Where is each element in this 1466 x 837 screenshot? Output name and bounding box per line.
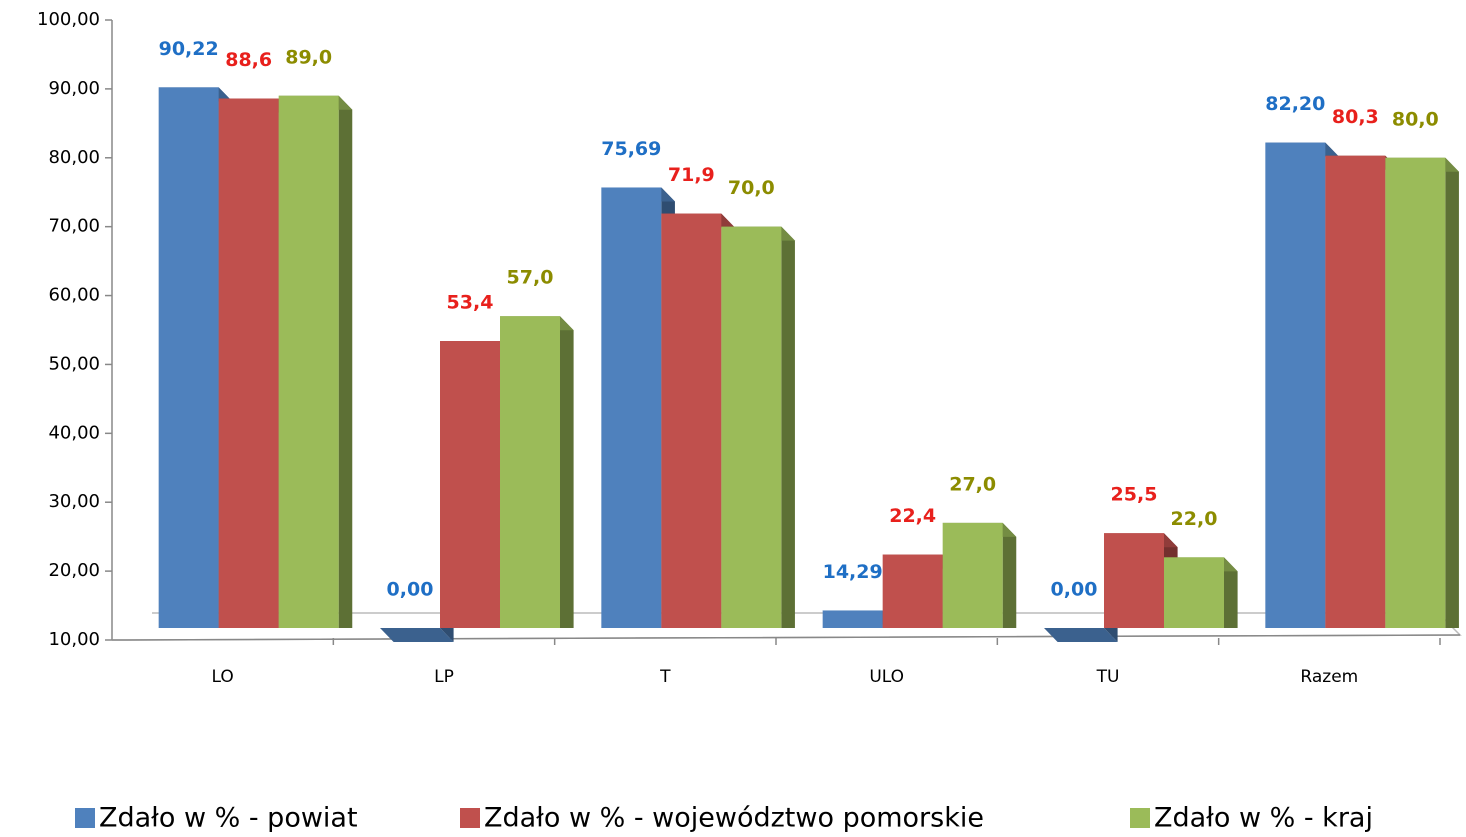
bar-side — [560, 316, 574, 628]
bar-front — [1325, 155, 1386, 628]
bar-front — [942, 522, 1003, 628]
bar — [721, 226, 795, 628]
bar-top — [380, 628, 454, 642]
value-label: 80,3 — [1332, 106, 1379, 128]
value-label: 14,29 — [823, 561, 883, 583]
value-label: 0,00 — [387, 579, 434, 601]
bar-front — [882, 554, 943, 628]
legend-swatch — [460, 808, 480, 828]
bar-side — [1224, 557, 1238, 628]
bar — [942, 522, 1017, 628]
x-axis — [111, 634, 1461, 641]
legend-label: Zdało w % - kraj — [1154, 803, 1373, 834]
y-tick-label: 10,00 — [48, 629, 100, 650]
bar-side — [440, 628, 454, 642]
bar-front — [661, 213, 722, 629]
bar-side — [781, 226, 795, 628]
legend-swatch — [75, 808, 95, 828]
bar-side — [338, 95, 353, 629]
x-tick-label: LO — [212, 667, 234, 687]
x-tick-label: Razem — [1300, 667, 1358, 687]
bar-side — [1104, 628, 1118, 642]
value-label: 88,6 — [225, 49, 272, 71]
bar-side — [1445, 157, 1459, 628]
y-tick-label: 50,00 — [48, 353, 100, 374]
bar-front — [822, 610, 883, 628]
x-tick-label: T — [659, 667, 671, 687]
value-label: 53,4 — [447, 292, 494, 314]
bar-top — [1044, 628, 1118, 642]
legend-label: Zdało w % - powiat — [99, 803, 358, 834]
bar-front — [601, 187, 662, 629]
x-tick-label: LP — [434, 667, 454, 687]
y-tick-label: 30,00 — [48, 491, 100, 512]
bar-front — [500, 316, 560, 628]
bar-front — [721, 226, 782, 628]
bar — [500, 316, 574, 628]
value-label: 71,9 — [668, 164, 715, 186]
legend-swatch — [1130, 808, 1150, 828]
bar-front — [1265, 142, 1326, 628]
bar — [1385, 157, 1459, 628]
bar — [380, 628, 454, 642]
bar — [1164, 557, 1238, 628]
value-label: 27,0 — [949, 473, 996, 495]
value-label: 22,0 — [1171, 508, 1218, 530]
y-tick-label: 40,00 — [48, 422, 100, 443]
bar — [278, 95, 353, 629]
value-label: 22,4 — [889, 505, 936, 527]
y-tick-label: 90,00 — [48, 78, 100, 99]
y-tick-label: 20,00 — [48, 560, 100, 581]
value-label: 57,0 — [507, 267, 554, 289]
value-label: 25,5 — [1111, 484, 1158, 506]
bar-front — [158, 87, 219, 628]
value-label: 90,22 — [159, 38, 219, 60]
y-tick-label: 80,00 — [48, 147, 100, 168]
bar-front — [1385, 157, 1446, 628]
value-label: 0,00 — [1051, 579, 1098, 601]
value-label: 82,20 — [1265, 93, 1325, 115]
bar-front — [278, 95, 339, 629]
value-label: 80,0 — [1392, 108, 1439, 130]
value-label: 70,0 — [728, 177, 775, 199]
value-label: 89,0 — [285, 46, 332, 68]
x-tick-label: ULO — [869, 667, 904, 687]
bar — [1044, 628, 1118, 642]
value-label: 75,69 — [601, 138, 661, 160]
bar-front — [1164, 557, 1224, 628]
y-tick-label: 60,00 — [48, 285, 100, 306]
legend-label: Zdało w % - województwo pomorskie — [484, 803, 984, 834]
bar-front — [440, 341, 500, 628]
bar-front — [1104, 533, 1164, 628]
y-tick-label: 70,00 — [48, 216, 100, 237]
bar-side — [1002, 522, 1017, 628]
bar-front — [218, 98, 279, 629]
x-tick-label: TU — [1096, 667, 1120, 687]
y-tick-label: 100,00 — [37, 9, 100, 30]
